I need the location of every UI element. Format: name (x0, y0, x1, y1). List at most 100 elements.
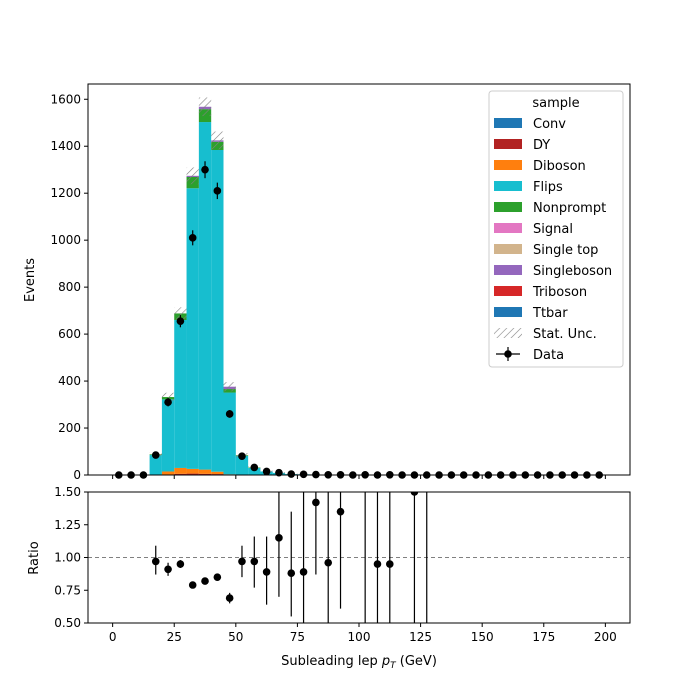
main-y-tick-label: 1600 (50, 92, 81, 106)
main-y-tick-label: 600 (58, 327, 81, 341)
main-y-tick-label: 1200 (50, 186, 81, 200)
main-y-tick-label: 400 (58, 374, 81, 388)
ratio-point (299, 568, 308, 576)
ratio-point (151, 557, 160, 566)
ratio-point (385, 560, 394, 568)
legend-label: Stat. Unc. (533, 327, 597, 342)
data-point (225, 410, 234, 418)
data-point (299, 470, 308, 479)
main-y-tick-label: 1400 (50, 139, 81, 153)
legend-label: Diboson (533, 159, 586, 174)
bar-segment (211, 149, 224, 472)
ratio-point (287, 569, 296, 578)
legend-swatch (494, 286, 522, 296)
legend-label: Data (533, 348, 564, 363)
x-tick-label: 0 (109, 630, 117, 644)
data-point (250, 463, 259, 472)
ratio-point (164, 565, 172, 574)
ratio-y-tick-label: 0.75 (54, 583, 81, 597)
x-tick-label: 125 (409, 630, 432, 644)
main-y-axis-label: Events (23, 258, 38, 302)
legend-label: Single top (533, 243, 598, 258)
stat-unc-band (174, 307, 187, 320)
ratio-point (324, 558, 333, 567)
ratio-point (213, 573, 222, 581)
x-tick-label: 25 (167, 630, 182, 644)
legend-title: sample (532, 96, 579, 111)
bar-segment (186, 473, 199, 475)
bar-segment (198, 473, 212, 475)
data-point (201, 165, 209, 174)
bar-segment (161, 471, 175, 475)
ratio-y-tick-label: 1.50 (54, 485, 81, 499)
legend: sample Conv DY Diboson Flips Nonprompt Signal… (488, 90, 624, 368)
ratio-points (151, 492, 428, 623)
legend-swatch (494, 118, 522, 128)
main-y-ticks: 0 200 400 600 800 1000 1200 1400 1600 (50, 92, 88, 482)
bar-segment (235, 455, 249, 475)
ratio-point (250, 557, 259, 566)
x-tick-label: 175 (532, 630, 555, 644)
data-point (176, 317, 185, 325)
data-point (262, 467, 271, 476)
legend-label: Triboson (532, 285, 587, 300)
ratio-point (312, 498, 320, 507)
legend-swatch (494, 139, 522, 149)
legend-swatch (504, 350, 512, 358)
bar-segment (186, 188, 199, 469)
bar-segment (149, 455, 162, 475)
ratio-y-tick-label: 1.00 (54, 551, 81, 565)
legend-swatch (494, 328, 522, 338)
stat-unc-band (211, 131, 224, 150)
legend-label: Conv (533, 117, 566, 132)
bar-segment (198, 122, 212, 470)
ratio-panel: 0.50 0.75 1.00 1.25 1.50 0 25 50 75 100 125 150 175… (27, 485, 631, 671)
main-panel: 0 200 400 600 800 1000 1200 1400 1600 Events (23, 83, 631, 482)
ratio-point (262, 568, 271, 576)
main-y-tick-label: 0 (73, 468, 81, 482)
legend-label: Ttbar (532, 306, 568, 321)
stat-unc-band (186, 167, 199, 185)
legend-swatch (494, 307, 522, 317)
main-y-tick-label: 1000 (50, 233, 81, 247)
main-x-ticks (112, 475, 606, 479)
ratio-point (238, 557, 246, 566)
data-point (151, 451, 160, 459)
x-tick-label: 100 (348, 630, 371, 644)
legend-entries: Conv DY Diboson Flips Nonprompt Signal Single … (494, 117, 612, 363)
ratio-point (201, 577, 209, 585)
legend-label: Nonprompt (533, 201, 606, 216)
bar-segment (174, 473, 187, 475)
bar-segment (161, 399, 175, 472)
ratio-y-tick-label: 0.50 (54, 616, 81, 630)
main-y-tick-label: 800 (58, 280, 81, 294)
data-point (213, 187, 222, 195)
ratio-point (410, 492, 419, 496)
legend-swatch (494, 181, 522, 191)
legend-swatch (494, 244, 522, 254)
x-tick-label: 200 (594, 630, 617, 644)
ratio-y-axis-label: Ratio (27, 541, 42, 574)
bar-segment (186, 468, 199, 474)
ratio-y-tick-label: 1.25 (54, 518, 81, 532)
legend-swatch (494, 202, 522, 212)
stat-unc-band (161, 392, 175, 402)
ratio-point (373, 560, 382, 568)
data-point (287, 470, 296, 478)
main-y-tick-label: 200 (58, 421, 81, 435)
bar-segment (248, 467, 261, 475)
data-point (188, 234, 197, 242)
bar-segment (174, 320, 187, 468)
bar-segment (174, 467, 187, 474)
ratio-point (188, 581, 197, 589)
ratio-y-ticks: 0.50 0.75 1.00 1.25 1.50 (54, 485, 88, 630)
x-tick-label: 150 (471, 630, 494, 644)
legend-swatch (494, 223, 522, 233)
x-axis-label: Subleading lep pT (GeV) (281, 654, 437, 671)
stat-unc-band (223, 382, 236, 392)
legend-swatch (494, 160, 522, 170)
data-point (238, 452, 246, 461)
ratio-point (176, 560, 185, 568)
legend-frame (488, 90, 624, 368)
